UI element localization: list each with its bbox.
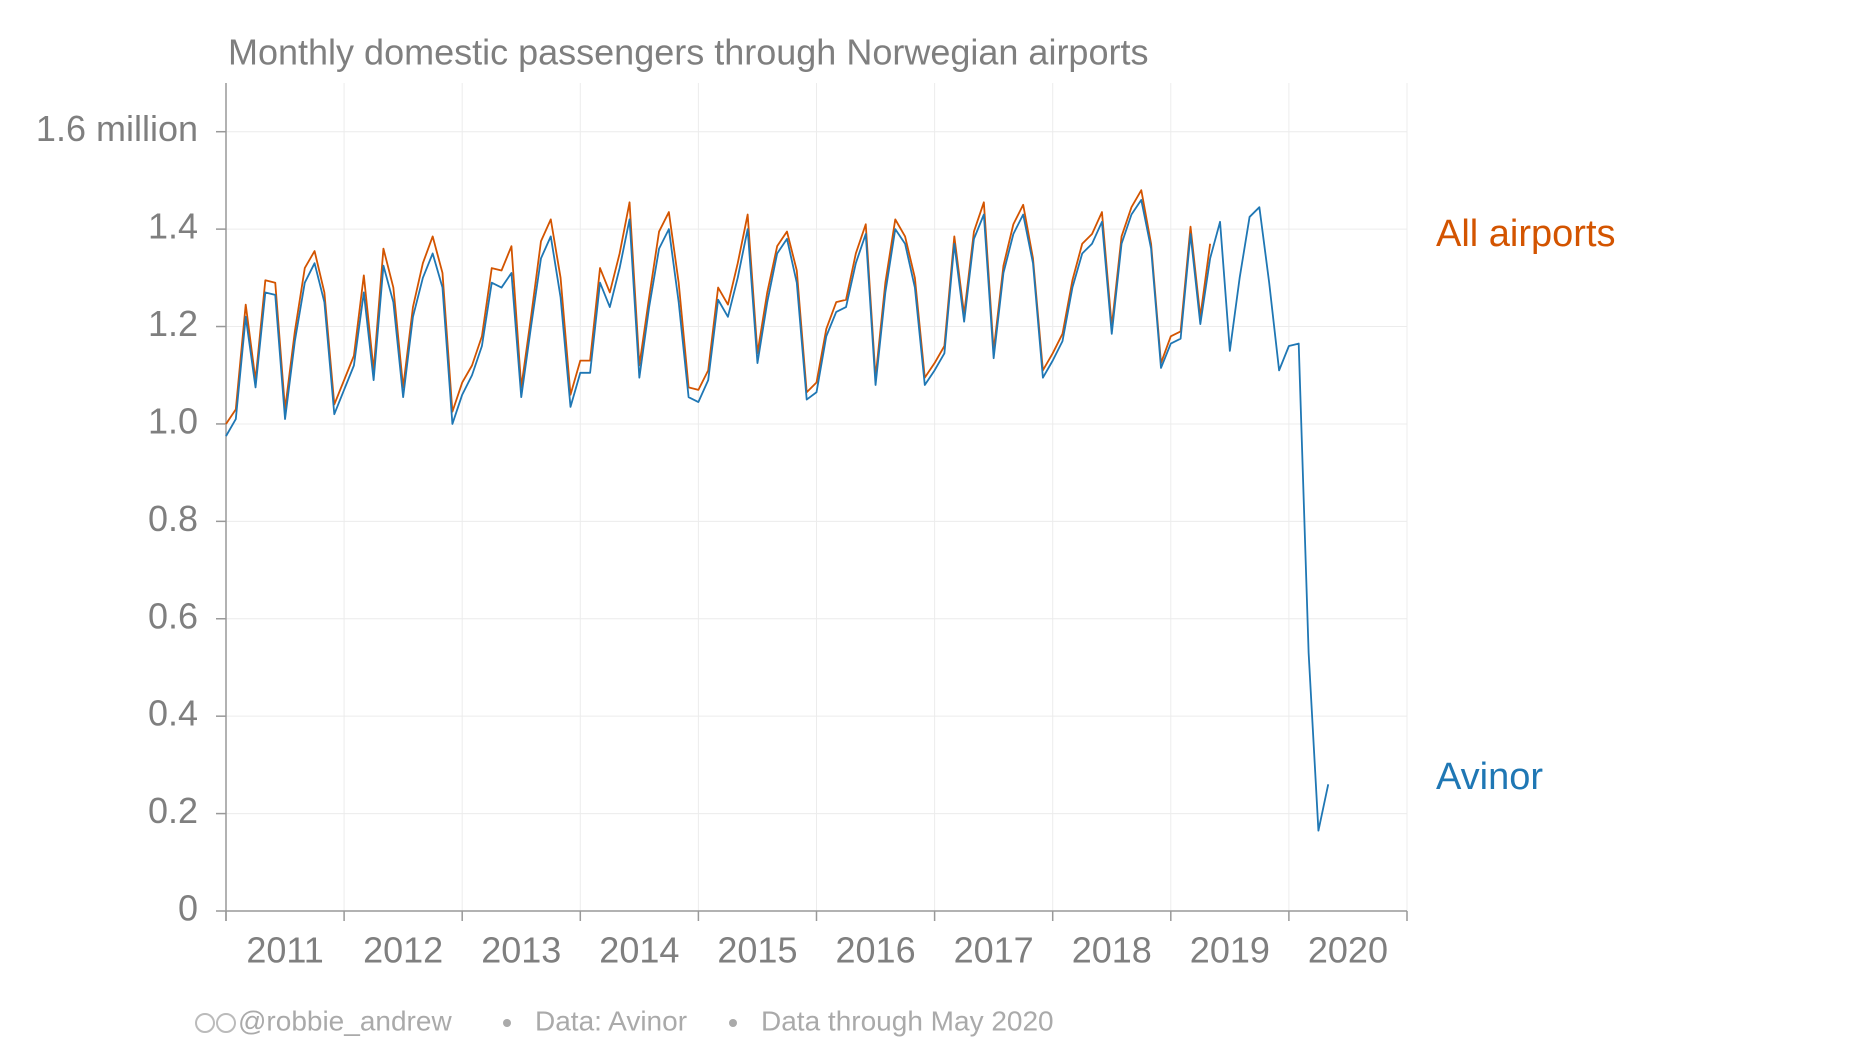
separator: [729, 1019, 737, 1027]
y-tick-label: 0.2: [148, 790, 198, 831]
series-line: [225, 189, 1212, 425]
x-tick-label: 2015: [717, 930, 797, 971]
x-tick-label: 2011: [246, 930, 323, 971]
x-tick-label: 2012: [363, 930, 443, 971]
separator: [503, 1019, 511, 1027]
credit: @robbie_andrew: [238, 1005, 452, 1036]
source: Data: Avinor: [535, 1005, 687, 1036]
y-tick-label: 0: [178, 888, 198, 929]
by-icon: [216, 1013, 236, 1033]
note: Data through May 2020: [761, 1005, 1054, 1036]
x-tick-label: 2016: [836, 930, 916, 971]
x-tick-label: 2020: [1308, 930, 1388, 971]
y-tick-label: 1.4: [148, 206, 198, 247]
y-tick-label: 0.6: [148, 595, 198, 636]
x-tick-label: 2014: [599, 930, 679, 971]
cc-icon: [195, 1013, 215, 1033]
series-label: All airports: [1436, 213, 1616, 255]
series-label: Avinor: [1436, 756, 1543, 798]
series-line: [225, 198, 1330, 832]
y-tick-label: 0.8: [148, 498, 198, 539]
y-tick-label: 1.6 million: [36, 108, 198, 149]
x-tick-label: 2017: [954, 930, 1034, 971]
y-tick-label: 1.2: [148, 303, 198, 344]
x-tick-label: 2013: [481, 930, 561, 971]
x-tick-label: 2018: [1072, 930, 1152, 971]
x-tick-label: 2019: [1190, 930, 1270, 971]
y-tick-label: 0.4: [148, 693, 198, 734]
y-tick-label: 1.0: [148, 400, 198, 441]
cc-icons: [195, 1013, 236, 1033]
chart-title: Monthly domestic passengers through Norw…: [228, 32, 1148, 73]
